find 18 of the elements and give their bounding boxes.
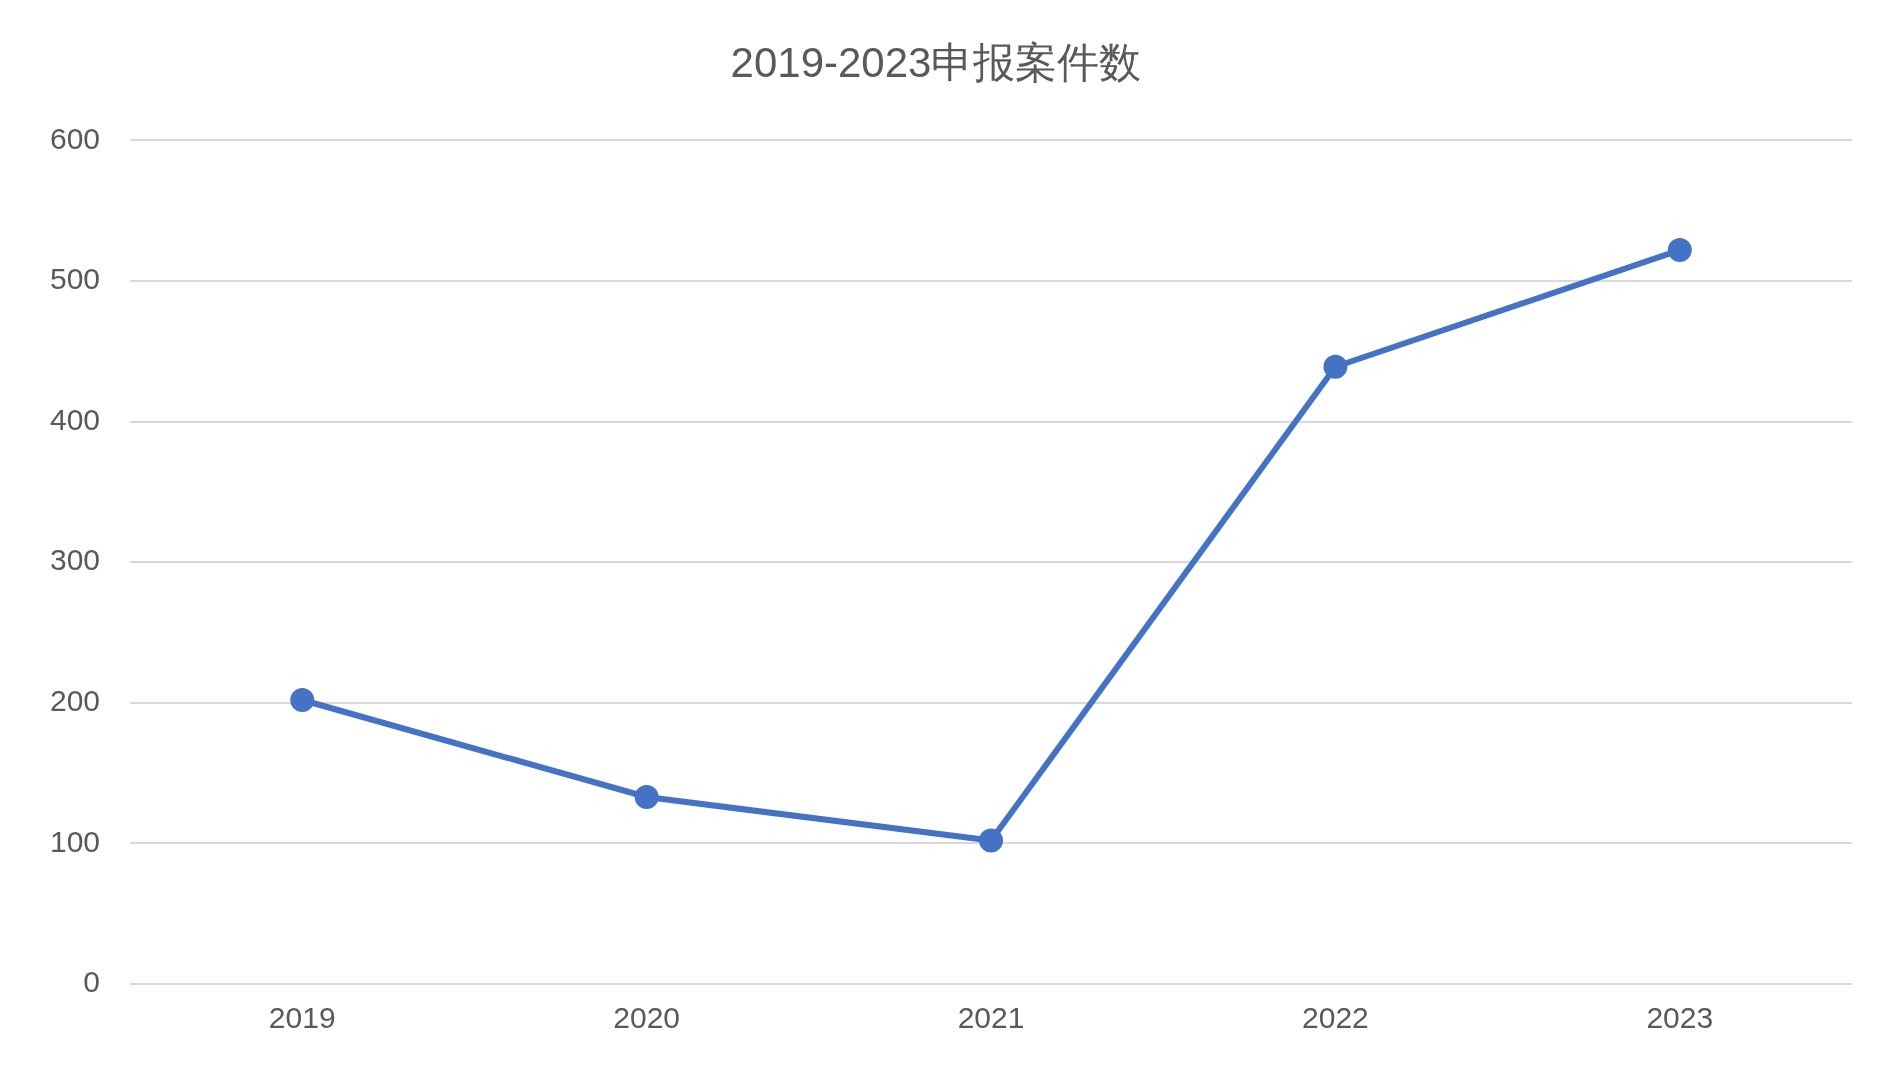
x-tick-label: 2022 xyxy=(1302,1001,1369,1035)
y-tick-label: 100 xyxy=(49,824,101,858)
y-tick-label: 300 xyxy=(49,543,101,577)
y-tick-label: 600 xyxy=(49,121,101,155)
point xyxy=(979,828,1004,853)
x-tick-label: 2019 xyxy=(268,1001,336,1035)
point xyxy=(1667,238,1692,263)
point xyxy=(1323,354,1348,379)
x-tick-label: 2020 xyxy=(613,1001,681,1035)
y-tick-label: 0 xyxy=(83,965,101,999)
x-tick-label: 2023 xyxy=(1646,1001,1714,1035)
y-tick-label: 400 xyxy=(49,402,101,436)
y-tick-label: 500 xyxy=(49,262,101,296)
chart-title: 2019-2023申报案件数 xyxy=(730,38,1142,86)
point xyxy=(290,687,315,712)
point xyxy=(634,785,659,809)
x-tick-label: 2021 xyxy=(957,1001,1025,1035)
y-tick-label: 200 xyxy=(49,684,101,718)
